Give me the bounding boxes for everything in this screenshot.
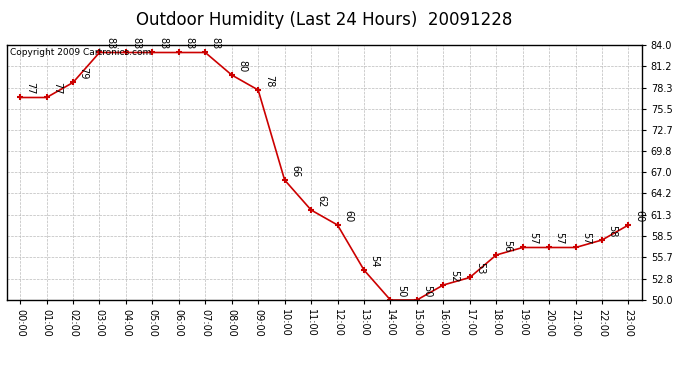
Text: 56: 56 bbox=[502, 240, 512, 252]
Text: 77: 77 bbox=[52, 82, 62, 95]
Text: 50: 50 bbox=[422, 285, 433, 297]
Text: 83: 83 bbox=[211, 38, 221, 50]
Text: 83: 83 bbox=[132, 38, 141, 50]
Text: 54: 54 bbox=[370, 255, 380, 267]
Text: 62: 62 bbox=[317, 195, 326, 207]
Text: 60: 60 bbox=[343, 210, 353, 222]
Text: 83: 83 bbox=[105, 38, 115, 50]
Text: Outdoor Humidity (Last 24 Hours)  20091228: Outdoor Humidity (Last 24 Hours) 2009122… bbox=[136, 11, 513, 29]
Text: 66: 66 bbox=[290, 165, 300, 177]
Text: 83: 83 bbox=[158, 38, 168, 50]
Text: 79: 79 bbox=[79, 68, 88, 80]
Text: 80: 80 bbox=[237, 60, 247, 72]
Text: 52: 52 bbox=[449, 270, 459, 282]
Text: Copyright 2009 Cartronics.com: Copyright 2009 Cartronics.com bbox=[10, 48, 151, 57]
Text: 60: 60 bbox=[634, 210, 644, 222]
Text: 58: 58 bbox=[608, 225, 618, 237]
Text: 50: 50 bbox=[396, 285, 406, 297]
Text: 83: 83 bbox=[184, 38, 195, 50]
Text: 77: 77 bbox=[26, 82, 36, 95]
Text: 53: 53 bbox=[475, 262, 485, 275]
Text: 57: 57 bbox=[581, 232, 591, 245]
Text: 57: 57 bbox=[555, 232, 564, 245]
Text: 78: 78 bbox=[264, 75, 274, 87]
Text: 57: 57 bbox=[529, 232, 538, 245]
